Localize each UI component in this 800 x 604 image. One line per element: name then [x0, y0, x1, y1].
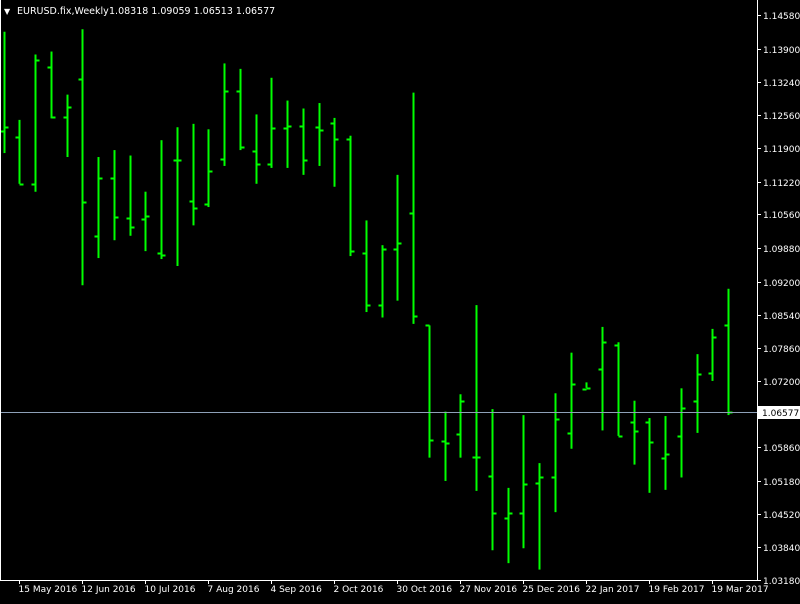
ohlc-bar: [346, 135, 355, 257]
ohlc-bar: [0, 31, 9, 154]
ohlc-bar: [708, 328, 717, 381]
ohlc-bar: [267, 77, 276, 168]
ohlc-bar: [614, 342, 623, 438]
price-tick-label: 1.07860: [763, 345, 800, 355]
ohlc-bar: [551, 393, 560, 513]
time-tick-label: 12 Jun 2016: [82, 585, 136, 595]
ohlc-bar: [362, 220, 371, 313]
time-tick-label: 2 Oct 2016: [334, 585, 384, 595]
ohlc-bar: [456, 394, 465, 458]
ohlc-bar: [204, 129, 213, 208]
time-tick-label: 30 Oct 2016: [397, 585, 453, 595]
price-tick-label: 1.13240: [763, 79, 800, 89]
ohlc-bar: [126, 155, 135, 236]
ohlc-bar: [393, 174, 402, 301]
ohlc-bar: [315, 103, 324, 166]
ohlc-bar: [598, 326, 607, 431]
ohlc-bar: [157, 140, 166, 260]
ohlc-bar: [630, 400, 639, 465]
ohlc-bar: [141, 191, 150, 252]
ohlc-bar: [693, 354, 702, 433]
ohlc-bar: [378, 245, 387, 318]
ohlc-bar: [425, 324, 434, 458]
time-tick-label: 7 Aug 2016: [208, 585, 260, 595]
ohlc-bar: [173, 127, 182, 266]
ohlc-bar: [220, 63, 229, 166]
ohlc-bar: [661, 416, 670, 490]
price-tick-label: 1.07200: [763, 378, 800, 388]
ohlc-bar: [283, 100, 292, 168]
price-tick-label: 1.11900: [763, 145, 800, 155]
chart-frame: [0, 0, 758, 581]
price-tick-label: 1.05180: [763, 478, 800, 488]
time-tick-label: 15 May 2016: [19, 585, 78, 595]
ohlc-bar: [677, 388, 686, 478]
current-price-label: 1.06577: [762, 409, 799, 419]
price-axis[interactable]: 1.14580 1.13900 1.13240 1.12560 1.11900 1.112…: [757, 12, 800, 587]
time-tick-label: 19 Feb 2017: [649, 585, 705, 595]
ohlc-bar: [504, 487, 513, 564]
time-tick-label: 25 Dec 2016: [523, 585, 581, 595]
ohlc-bars: [0, 29, 733, 570]
ohlc-bar: [78, 29, 87, 286]
time-tick-label: 27 Nov 2016: [460, 585, 518, 595]
price-tick-label: 1.13900: [763, 46, 800, 56]
ohlc-bar: [31, 54, 40, 192]
price-tick-label: 1.09880: [763, 245, 800, 255]
price-tick-label: 1.08540: [763, 312, 800, 322]
ohlc-bar: [189, 123, 198, 226]
time-axis[interactable]: 15 May 2016 12 Jun 2016 10 Jul 2016 7 Aug 2…: [19, 580, 769, 595]
chart-header: ▼ EURUSD.fix,Weekly 1.08318 1.09059 1.06…: [4, 6, 275, 17]
ohlc-bar: [645, 418, 654, 493]
price-tick-label: 1.10560: [763, 211, 800, 221]
ohlc-bar: [47, 51, 56, 119]
chart-menu-icon[interactable]: ▼: [4, 7, 11, 16]
ohlc-bar: [15, 119, 24, 186]
price-tick-label: 1.05860: [763, 444, 800, 454]
ohlc-bar: [472, 305, 481, 491]
ohlc-bar: [63, 94, 72, 158]
ohlc-bar: [582, 382, 591, 391]
ohlc-bar: [409, 92, 418, 324]
chart-ohlc-readout: 1.08318 1.09059 1.06513 1.06577: [109, 6, 275, 17]
ohlc-bar: [535, 463, 544, 570]
ohlc-bar: [330, 117, 339, 187]
time-tick-label: 10 Jul 2016: [145, 585, 196, 595]
price-tick-label: 1.14580: [763, 12, 800, 22]
time-tick-label: 19 Mar 2017: [712, 585, 769, 595]
price-tick-label: 1.04520: [763, 511, 800, 521]
ohlc-bar: [488, 409, 497, 551]
ohlc-bar: [110, 150, 119, 241]
time-tick-label: 22 Jan 2017: [586, 585, 640, 595]
price-tick-label: 1.03180: [763, 577, 800, 587]
price-tick-label: 1.12560: [763, 112, 800, 122]
current-price-label-box: [758, 406, 800, 419]
ohlc-bar: [252, 114, 261, 184]
ohlc-bar: [519, 415, 528, 549]
price-tick-label: 1.03840: [763, 544, 800, 554]
ohlc-bar: [94, 157, 103, 259]
chart-symbol-label: EURUSD.fix,Weekly: [17, 6, 109, 17]
ohlc-bar: [441, 411, 450, 481]
ohlc-bar: [299, 108, 308, 175]
time-tick-label: 4 Sep 2016: [271, 585, 323, 595]
price-tick-label: 1.11220: [763, 179, 800, 189]
ohlc-bar: [567, 352, 576, 449]
price-tick-label: 1.09200: [763, 279, 800, 289]
ohlc-bar: [236, 68, 245, 151]
